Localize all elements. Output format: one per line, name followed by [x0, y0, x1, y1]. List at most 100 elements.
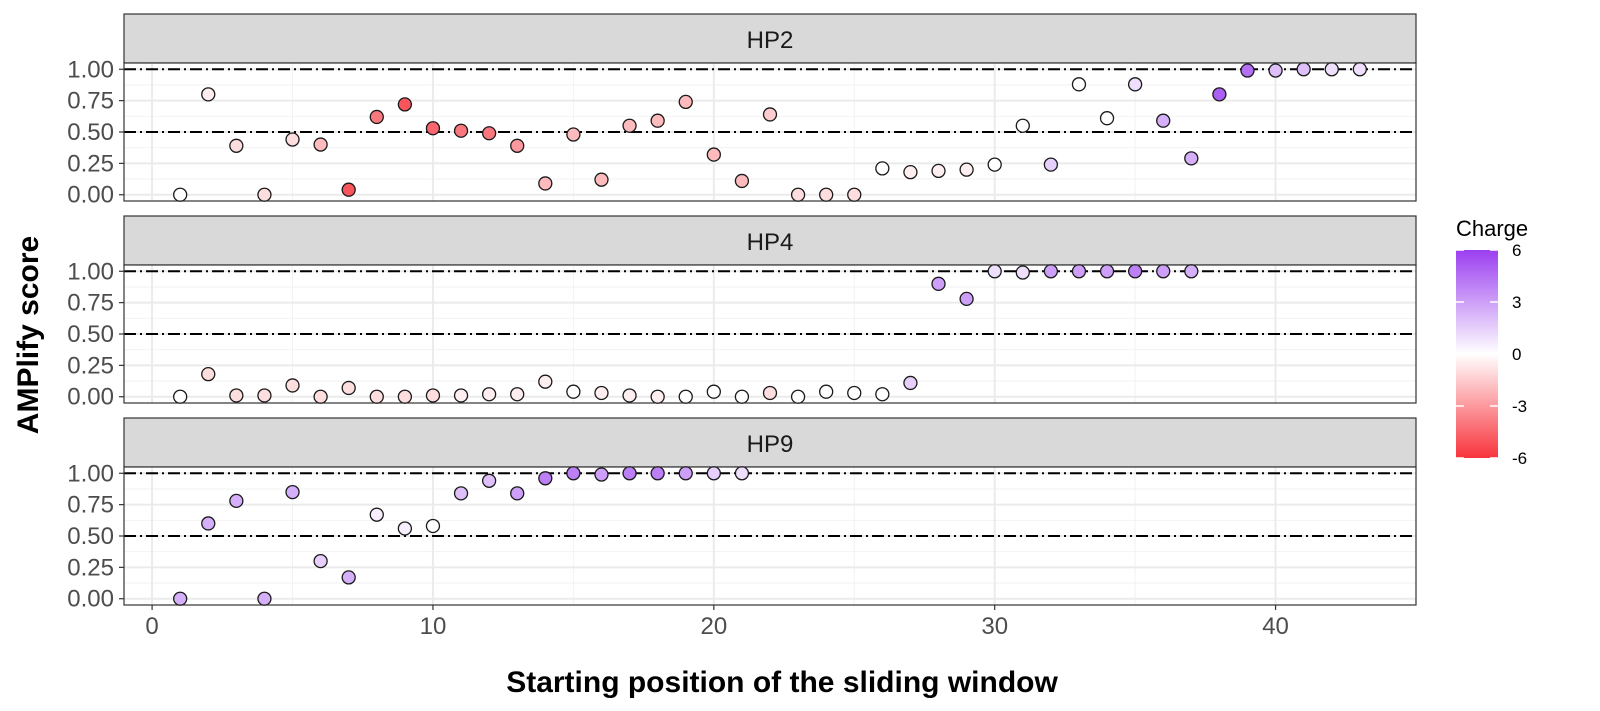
data-point — [257, 591, 272, 606]
data-point — [229, 493, 244, 509]
data-point — [1268, 63, 1283, 78]
data-point — [1184, 151, 1199, 166]
panels-layer: HP20.000.250.500.751.00HP40.000.250.500.… — [67, 13, 1417, 613]
facet-strip — [123, 417, 1417, 468]
data-point — [847, 187, 862, 202]
data-point — [1071, 77, 1087, 92]
data-point — [369, 109, 384, 125]
y-tick-label: 0.00 — [67, 182, 114, 209]
data-point — [257, 388, 272, 403]
data-point — [1127, 264, 1143, 279]
data-point — [285, 132, 300, 147]
facet-strip — [123, 215, 1417, 266]
data-point — [1324, 62, 1339, 77]
data-point — [453, 123, 469, 138]
data-point — [173, 591, 188, 606]
facet-strip — [123, 13, 1417, 64]
data-point — [762, 107, 778, 122]
data-point — [987, 264, 1002, 279]
facet-label: HP4 — [747, 229, 794, 256]
data-point — [959, 162, 974, 177]
data-point — [1156, 264, 1171, 279]
data-point — [706, 147, 721, 162]
data-point — [790, 389, 806, 404]
data-point — [819, 384, 834, 399]
data-point — [453, 486, 469, 501]
data-point — [594, 172, 609, 187]
data-point — [538, 471, 553, 486]
y-tick-label: 0.75 — [67, 492, 114, 519]
data-point — [481, 387, 497, 402]
data-point — [341, 570, 356, 585]
data-point — [425, 388, 441, 403]
y-tick-label: 0.50 — [67, 119, 114, 146]
legend-tick-label: -6 — [1512, 449, 1527, 468]
data-point — [959, 291, 974, 307]
data-point — [734, 466, 750, 481]
data-point — [538, 176, 553, 191]
data-point — [1127, 77, 1143, 92]
data-point — [931, 163, 946, 179]
data-point — [425, 121, 441, 136]
data-point — [678, 94, 693, 110]
y-tick-label: 0.25 — [67, 352, 114, 379]
data-point — [734, 389, 750, 404]
data-point — [678, 466, 693, 481]
data-point — [285, 484, 300, 500]
data-point — [397, 97, 413, 112]
y-tick-label: 0.75 — [67, 290, 114, 317]
y-axis-hp2: 0.00 0.25 0.50 0.75 1.00 — [67, 56, 124, 209]
data-point — [1043, 157, 1059, 172]
data-point — [650, 113, 665, 128]
data-point — [201, 366, 216, 382]
x-axis-title: Starting position of the sliding window — [506, 666, 1058, 699]
data-point — [594, 467, 609, 482]
data-points — [173, 264, 1199, 404]
y-tick-label: 0.75 — [67, 88, 114, 115]
y-axis-title: AMPlify score — [12, 236, 45, 434]
y-tick-label: 0.00 — [67, 384, 114, 411]
data-point — [819, 187, 834, 202]
data-point — [790, 187, 806, 202]
data-point — [173, 389, 188, 404]
data-point — [201, 87, 216, 102]
y-tick-label: 0.00 — [67, 586, 114, 613]
data-point — [229, 138, 244, 153]
y-tick-label: 0.50 — [67, 523, 114, 550]
data-point — [481, 473, 497, 488]
data-point — [903, 375, 918, 391]
data-point — [1156, 113, 1171, 128]
data-point — [229, 388, 244, 403]
x-tick-label: 10 — [420, 613, 447, 640]
data-point — [1043, 264, 1059, 279]
data-point — [903, 164, 918, 180]
legend-tick-label: 0 — [1512, 345, 1521, 364]
data-point — [313, 389, 328, 404]
y-tick-label: 1.00 — [67, 56, 114, 83]
data-point — [453, 388, 469, 403]
y-axis-hp4: 0.00 0.25 0.50 0.75 1.00 — [67, 258, 124, 411]
legend-tick-label: 3 — [1512, 293, 1521, 312]
x-tick-label: 40 — [1262, 613, 1289, 640]
data-point — [678, 389, 693, 404]
data-point — [369, 389, 384, 404]
data-point — [1015, 118, 1030, 133]
charge-legend: Charge 6 3 0 -3 -6 — [1456, 216, 1528, 468]
panel-hp9: HP9 0.00 0.25 0.50 0.75 1.00 — [67, 417, 1417, 613]
data-point — [1099, 111, 1115, 126]
x-tick-label: 0 — [145, 613, 158, 640]
data-point — [1071, 264, 1087, 279]
data-point — [987, 157, 1002, 172]
data-point — [566, 127, 581, 142]
data-point — [875, 161, 890, 176]
x-tick-label: 20 — [700, 613, 727, 640]
x-tick-label: 30 — [981, 613, 1008, 640]
y-tick-label: 0.25 — [67, 150, 114, 177]
data-point — [510, 486, 525, 501]
data-point — [622, 466, 637, 481]
facet-label: HP2 — [747, 27, 794, 54]
data-point — [481, 126, 497, 141]
panel-hp4: HP4 0.00 0.25 0.50 0.75 1.00 — [67, 215, 1417, 411]
data-point — [341, 182, 356, 197]
